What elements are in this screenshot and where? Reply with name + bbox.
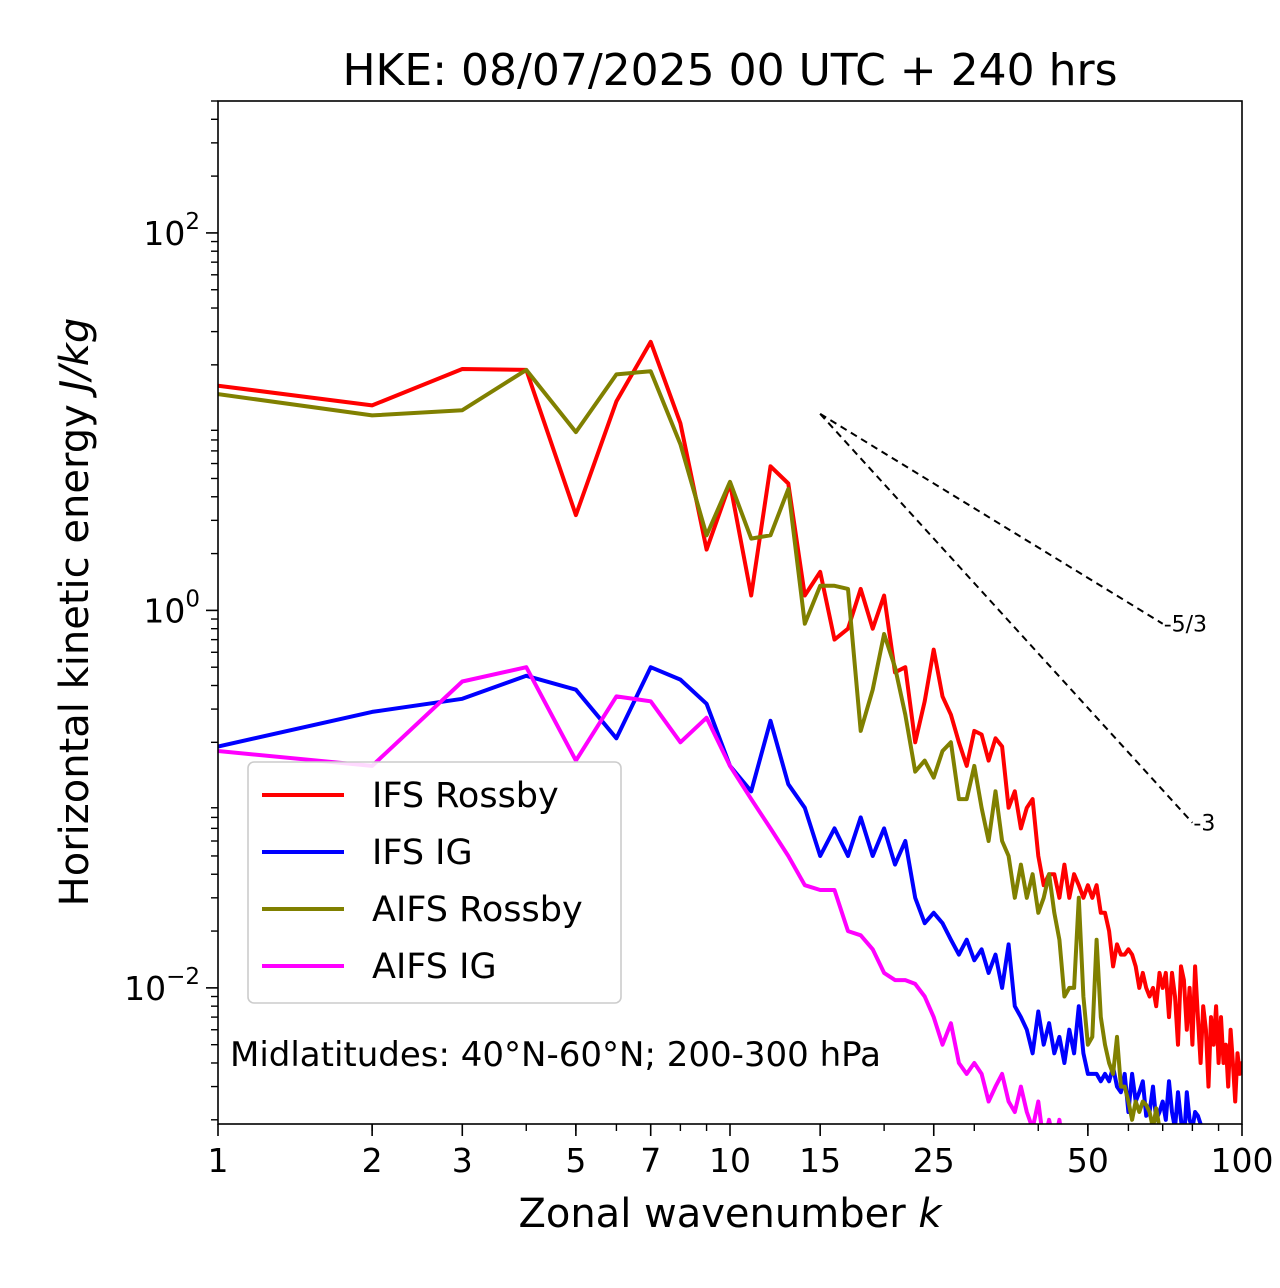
legend-label-ifs-rossby: IFS Rossby <box>372 776 559 816</box>
x-tick-label: 3 <box>452 1141 473 1180</box>
legend-label-ifs-ig: IFS IG <box>372 833 473 873</box>
x-axis-label-text: Zonal wavenumber <box>518 1191 918 1237</box>
reference-slope-line-minus-3 <box>819 413 1194 824</box>
legend-label-aifs-ig: AIFS IG <box>372 947 497 987</box>
series-layer <box>218 339 1242 1124</box>
legend-items: IFS Rossby IFS IG AIFS Rossby AIFS IG <box>262 776 583 987</box>
y-tick-label: 102 <box>143 209 200 253</box>
y-axis-label: Horizontal kinetic energy J/kg <box>52 318 98 907</box>
series-line-ifs-rossby <box>218 339 1242 1104</box>
x-tick-label: 2 <box>362 1141 383 1180</box>
x-tick-label: 100 <box>1211 1141 1274 1180</box>
y-tick-label: 100 <box>143 586 200 630</box>
x-tick-label: 5 <box>565 1141 586 1180</box>
legend: IFS Rossby IFS IG AIFS Rossby AIFS IG <box>247 761 622 1004</box>
x-tick-label: 1 <box>208 1141 229 1180</box>
x-axis-label: Zonal wavenumber k <box>518 1191 943 1237</box>
series-line-aifs-ig <box>218 665 1063 1124</box>
legend-label-aifs-rossby: AIFS Rossby <box>372 890 583 930</box>
reference-slope-label-minus-3: -3 <box>1193 812 1215 837</box>
x-tick-label: 10 <box>709 1141 751 1180</box>
x-axis-label-variable: k <box>918 1191 943 1237</box>
y-axis-label-unit: J/kg <box>52 318 98 399</box>
reference-slope-line-minus-5-3 <box>819 412 1164 625</box>
region-annotation: Midlatitudes: 40°N-60°N; 200-300 hPa <box>230 1035 881 1075</box>
x-tick-label: 50 <box>1067 1141 1109 1180</box>
y-axis: 102 100 10−2 <box>124 100 218 1121</box>
series-line-aifs-rossby <box>218 367 1161 1124</box>
y-axis-label-text: Horizontal kinetic energy <box>52 392 98 907</box>
reference-slopes: -5/3 -3 <box>819 412 1215 837</box>
x-tick-label: 7 <box>640 1141 661 1180</box>
legend-box <box>247 761 622 1004</box>
x-axis: 1 2 3 5 7 10 15 25 50 100 <box>208 1124 1274 1180</box>
reference-slope-label-minus-5-3: -5/3 <box>1164 613 1207 638</box>
chart-title: HKE: 08/07/2025 00 UTC + 240 hrs <box>342 45 1117 96</box>
x-tick-label: 15 <box>799 1141 841 1180</box>
series-line-ifs-ig <box>218 665 1203 1124</box>
y-tick-label: 10−2 <box>124 964 200 1008</box>
x-tick-label: 25 <box>913 1141 955 1180</box>
